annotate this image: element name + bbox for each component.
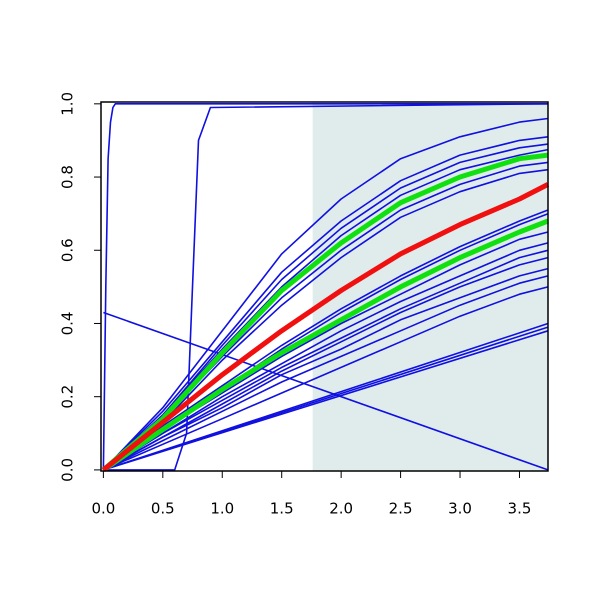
series-line (103, 286, 549, 471)
x-tick-label: 0.0 (91, 500, 115, 518)
x-tick-label: 3.0 (448, 500, 472, 518)
x-tick-label: 2.5 (389, 500, 413, 518)
series-line (101, 152, 549, 472)
plot-frame (100, 101, 549, 472)
series-line (102, 168, 549, 471)
series-line (102, 249, 549, 471)
series-line (103, 330, 549, 471)
x-tick-label: 0.5 (151, 500, 175, 518)
series-line (102, 117, 549, 471)
series-line (103, 267, 549, 471)
series-line (101, 182, 550, 472)
series-line (102, 209, 549, 471)
y-tick-label: 0.4 (59, 312, 77, 336)
x-tick-label: 1.5 (270, 500, 294, 518)
y-tick-label: 0.6 (59, 238, 77, 262)
series-line (103, 275, 549, 471)
series-line (102, 242, 549, 471)
y-tick-label: 0.8 (59, 165, 77, 189)
x-tick-label: 3.5 (508, 500, 532, 518)
series-line (103, 311, 549, 471)
x-tick-label: 2.0 (329, 500, 353, 518)
series-line (102, 136, 549, 471)
series-line (101, 218, 549, 472)
y-tick-label: 0.2 (59, 385, 77, 409)
series-line (102, 143, 549, 471)
y-tick-label: 1.0 (59, 92, 77, 116)
x-tick-label: 1.0 (210, 500, 234, 518)
y-tick-label: 0.0 (59, 458, 77, 482)
series-line (103, 256, 549, 471)
series-line (102, 103, 548, 470)
series-line (103, 103, 549, 471)
